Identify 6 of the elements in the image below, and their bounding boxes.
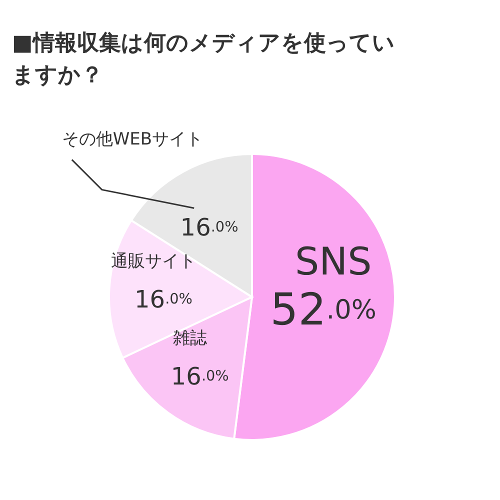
slice-label: 通販サイト — [111, 251, 196, 272]
data-label: 52.0% — [270, 284, 376, 335]
slice-label: 雑誌 — [172, 328, 207, 349]
chart-title: ■情報収集は何のメディアを使っていますか？ — [12, 30, 396, 90]
slice-label: SNS — [295, 239, 372, 284]
slice-label: その他WEBサイト — [62, 130, 204, 150]
